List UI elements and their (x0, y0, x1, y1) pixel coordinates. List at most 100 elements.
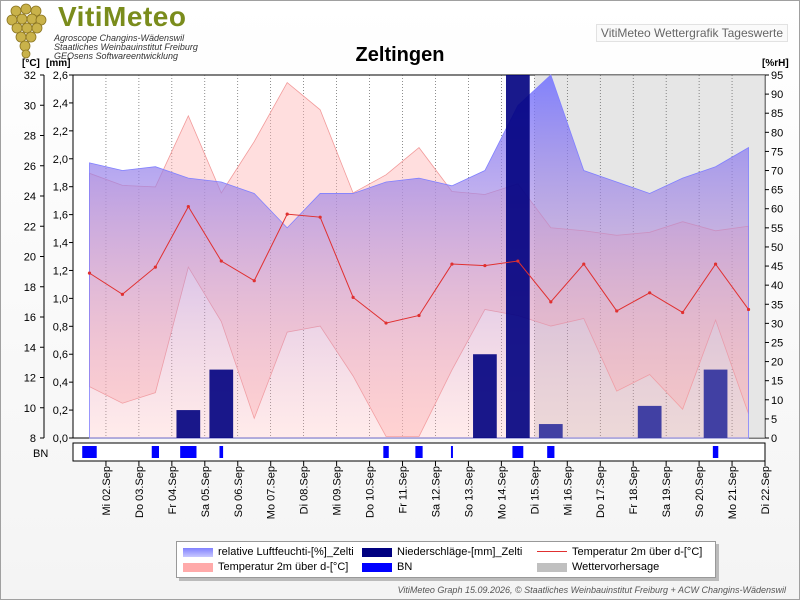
date-tick-label: Mo 07.Sep (266, 466, 278, 519)
unit-humidity: [%rH] (762, 58, 789, 69)
bn-bar (450, 446, 453, 458)
temp-point (648, 291, 652, 295)
date-tick-label: Sa 05.Sep (200, 466, 212, 517)
humidity-tick-label: 0 (771, 433, 777, 445)
date-tick-label: So 06.Sep (233, 466, 245, 517)
humidity-tick-label: 55 (771, 223, 783, 235)
temp-tick-label: 30 (24, 100, 36, 112)
temperature-points (87, 204, 751, 325)
temp-tick-label: 10 (24, 403, 36, 415)
bn-bars (82, 446, 719, 458)
temp-tick-label: 8 (30, 433, 36, 445)
unit-mm: [mm] (46, 58, 71, 69)
legend-label: Wettervorhersage (572, 561, 660, 573)
date-tick-label: Mo 21.Sep (727, 466, 739, 519)
precip-tick-label: 2,0 (53, 154, 68, 166)
humidity-tick-label: 65 (771, 185, 783, 197)
precip-bar (176, 410, 201, 438)
date-tick-label: Di 15.Sep (529, 466, 541, 514)
precipitation-axis: 0,0 0,2 0,4 0,6 0,8 1,0 1,2 1,4 1,6 1,8 2,0 2,2 2,4 2… (53, 70, 74, 445)
legend: relative Luftfeuchti-[%]_Zelti Niedersch… (176, 541, 716, 578)
temp-tick-label: 26 (24, 161, 36, 173)
precip-bar (209, 369, 234, 438)
bn-bar (180, 446, 197, 458)
legend-swatch (537, 563, 567, 572)
humidity-tick-label: 50 (771, 242, 783, 254)
temp-tick-label: 32 (24, 70, 36, 82)
bn-bar (219, 446, 224, 458)
bn-bar (151, 446, 160, 458)
vitimeteo-logo: VitiMeteo Agroscope Changins-Wädenswil S… (6, 1, 198, 63)
humidity-tick-label: 30 (771, 318, 783, 330)
temp-point (681, 310, 685, 315)
humidity-tick-label: 35 (771, 299, 783, 311)
temp-point (713, 262, 718, 266)
humidity-tick-label: 90 (771, 89, 783, 101)
legend-label: BN (397, 561, 413, 573)
temp-point (384, 321, 388, 325)
precipitation-bars (176, 75, 728, 438)
bn-bar (512, 446, 524, 458)
precip-tick-label: 1,6 (53, 210, 68, 222)
humidity-tick-label: 25 (771, 337, 783, 349)
temperature-axis: 8 10 12 14 16 18 20 22 24 26 28 30 32 (24, 70, 45, 445)
temp-tick-label: 12 (24, 373, 36, 385)
legend-label: relative Luftfeuchti-[%]_Zelti (218, 546, 354, 558)
logo-title: VitiMeteo (58, 1, 187, 32)
temp-point (87, 271, 92, 275)
humidity-area (89, 74, 749, 439)
footer-credit: VitiMeteo Graph 15.09.2026, © Staatliche… (397, 585, 786, 595)
temp-point (615, 309, 619, 313)
humidity-tick-label: 15 (771, 376, 783, 388)
temp-tick-label: 20 (24, 252, 36, 264)
precip-bar (505, 75, 530, 438)
humidity-tick-label: 95 (771, 70, 783, 82)
date-tick-label: Sa 19.Sep (661, 466, 673, 517)
humidity-tick-label: 10 (771, 395, 783, 407)
precip-tick-label: 0,6 (53, 349, 68, 361)
precip-tick-label: 0,2 (53, 405, 68, 417)
temp-tick-label: 22 (24, 221, 36, 233)
temp-point (186, 204, 190, 209)
legend-swatch (537, 551, 567, 552)
logo-line-1: Agroscope Changins-Wädenswil (54, 33, 185, 43)
logo-line-2: Staatliches Weinbauinstitut Freiburg (54, 42, 198, 52)
humidity-tick-label: 80 (771, 127, 783, 139)
legend-swatch (362, 548, 392, 557)
humidity-tick-label: 5 (771, 414, 777, 426)
precip-tick-label: 2,6 (53, 70, 68, 82)
humidity-tick-label: 60 (771, 204, 783, 216)
date-tick-label: Mo 14.Sep (496, 466, 508, 519)
date-tick-label: Sa 12.Sep (430, 466, 442, 517)
chart-title: Zeltingen (355, 44, 445, 66)
humidity-tick-label: 75 (771, 146, 783, 158)
legend-swatch (183, 548, 213, 557)
bn-bar (415, 446, 423, 458)
date-tick-label: Mi 16.Sep (562, 466, 574, 516)
humidity-tick-label: 45 (771, 261, 783, 273)
date-tick-label: Fr 11.Sep (398, 466, 410, 514)
grape-icon (6, 3, 47, 59)
bn-bar (712, 446, 719, 458)
temp-point (450, 262, 454, 266)
temp-point (285, 212, 289, 216)
temp-point (549, 300, 553, 304)
precip-tick-label: 1,0 (53, 293, 68, 305)
date-tick-label: Fr 18.Sep (628, 466, 640, 514)
temp-point (746, 307, 751, 312)
date-tick-label: So 13.Sep (463, 466, 475, 517)
temp-point (516, 259, 520, 263)
precip-tick-label: 1,2 (53, 265, 68, 277)
precip-tick-label: 1,8 (53, 182, 68, 194)
precip-bar (473, 354, 497, 438)
temp-tick-label: 14 (24, 342, 36, 354)
date-axis: Mi 02.Sep Do 03.Sep Fr 04.Sep Sa 05.Sep So 0… (101, 461, 772, 519)
date-tick-label: Mi 02.Sep (101, 466, 113, 516)
date-tick-label: Di 08.Sep (299, 466, 311, 514)
temp-point (219, 259, 223, 263)
legend-label: Temperatur 2m über d-[°C] (572, 546, 703, 558)
temp-tick-label: 18 (24, 282, 36, 294)
humidity-tick-label: 20 (771, 357, 783, 369)
date-tick-label: Fr 04.Sep (167, 466, 179, 514)
legend-swatch (183, 563, 213, 572)
